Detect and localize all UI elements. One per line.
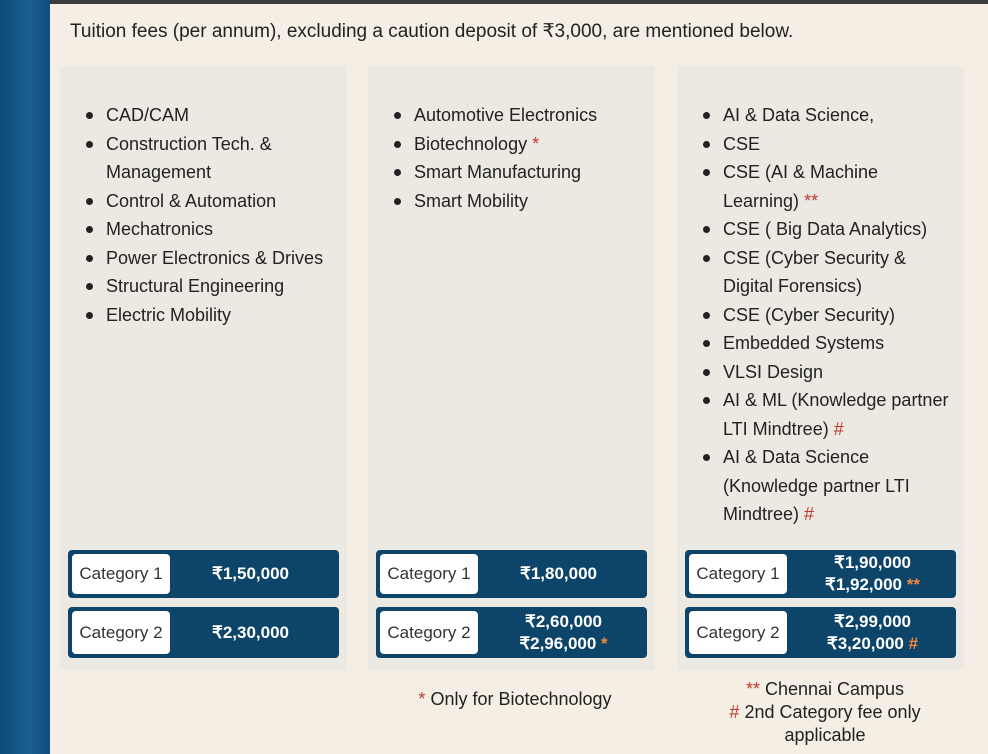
- note-chennai: ** Chennai Campus # 2nd Category fee onl…: [690, 678, 960, 747]
- fee-row-category-2: Category 2 ₹2,60,000 ₹2,96,000 *: [376, 607, 647, 658]
- fee-value: ₹2,30,000: [212, 622, 289, 642]
- program-item: Structural Engineering: [80, 272, 337, 301]
- fee-amounts: ₹2,30,000: [212, 607, 333, 658]
- fee-amount: ₹1,80,000: [520, 563, 597, 585]
- program-name: Biotechnology: [414, 133, 528, 154]
- program-name: Mechatronics: [106, 219, 214, 239]
- footnote-mark: **: [906, 575, 920, 594]
- program-item: Electric Mobility: [80, 301, 337, 330]
- program-item: AI & Data Science,: [697, 101, 954, 130]
- program-name: CAD/CAM: [106, 105, 190, 125]
- program-name: Power Electronics & Drives: [106, 247, 324, 268]
- footnote-mark: #: [804, 504, 815, 524]
- program-name: Control & Automation: [106, 190, 277, 211]
- note-second-category: # 2nd Category fee only applicable: [729, 702, 921, 745]
- note-chennai-line: ** Chennai Campus: [745, 679, 905, 699]
- fee-amount: ₹1,90,000: [834, 552, 911, 574]
- fee-amount: ₹3,20,000 #: [827, 633, 918, 655]
- fee-amounts: ₹1,80,000: [520, 550, 641, 598]
- program-name: Smart Mobility: [414, 190, 529, 211]
- program-name: CSE (AI & Machine Learning): [723, 162, 879, 211]
- fee-row-category-2: Category 2 ₹2,99,000 ₹3,20,000 #: [685, 607, 956, 658]
- fee-amount: ₹2,99,000: [834, 611, 911, 633]
- fee-value: ₹3,20,000: [826, 633, 904, 653]
- fee-row-category-1: Category 1 ₹1,90,000 ₹1,92,000 **: [685, 550, 956, 598]
- fee-value: ₹2,96,000: [519, 633, 597, 653]
- fee-amount: ₹2,30,000: [212, 622, 289, 644]
- footnote-mark: #: [908, 633, 919, 653]
- footnote-mark: **: [804, 190, 819, 211]
- program-item: CAD/CAM: [80, 101, 337, 130]
- program-item: CSE: [697, 130, 954, 159]
- program-name: CSE: [723, 133, 761, 154]
- program-list: AI & Data Science, CSE CSE (AI & Machine L…: [697, 101, 954, 529]
- program-item: Biotechnology *: [388, 130, 645, 159]
- program-card-2: Automotive Electronics Biotechnology * Sma…: [368, 66, 655, 670]
- fee-value: ₹2,99,000: [834, 611, 911, 631]
- fee-row-category-2: Category 2 ₹2,30,000: [68, 607, 339, 658]
- program-item: Mechatronics: [80, 215, 337, 244]
- program-list: CAD/CAM Construction Tech. & Management Co…: [80, 101, 337, 329]
- program-item: Embedded Systems: [697, 329, 954, 358]
- category-label: Category 2: [689, 611, 787, 654]
- program-name: Smart Manufacturing: [414, 162, 582, 182]
- program-item: CSE ( Big Data Analytics): [697, 215, 954, 244]
- program-card-3: AI & Data Science, CSE CSE (AI & Machine L…: [677, 66, 964, 670]
- note-biotechnology: * Only for Biotechnology: [418, 689, 612, 709]
- program-item: Smart Manufacturing: [388, 158, 645, 187]
- sidebar: [0, 0, 50, 754]
- fee-value: ₹1,50,000: [212, 564, 289, 583]
- fee-amounts: ₹1,50,000: [212, 550, 333, 598]
- category-label: Category 1: [689, 554, 787, 594]
- fee-amounts: ₹2,60,000 ₹2,96,000 *: [486, 607, 641, 658]
- fee-value: ₹1,92,000: [825, 575, 903, 594]
- top-bar: [50, 0, 988, 4]
- program-item: AI & Data Science (Knowledge partner LTI…: [697, 443, 954, 529]
- fee-value: ₹1,80,000: [520, 564, 597, 583]
- program-item: VLSI Design: [697, 358, 954, 387]
- program-name: VLSI Design: [723, 361, 824, 382]
- program-name: Electric Mobility: [106, 304, 232, 325]
- program-name: CSE (Cyber Security): [723, 304, 896, 325]
- program-item: Control & Automation: [80, 187, 337, 216]
- program-name: AI & ML (Knowledge partner LTI Mindtree): [723, 390, 949, 439]
- fee-value: ₹2,60,000: [525, 611, 602, 631]
- category-label: Category 2: [380, 611, 478, 654]
- program-name: CSE ( Big Data Analytics): [723, 219, 928, 239]
- program-name: Automotive Electronics: [414, 105, 598, 125]
- intro-text: Tuition fees (per annum), excluding a ca…: [70, 21, 794, 42]
- program-item: Smart Mobility: [388, 187, 645, 216]
- program-item: Power Electronics & Drives: [80, 244, 337, 273]
- program-item: Construction Tech. & Management: [80, 130, 337, 187]
- program-card-1: CAD/CAM Construction Tech. & Management Co…: [60, 66, 347, 670]
- program-list: Automotive Electronics Biotechnology * Sma…: [388, 101, 645, 215]
- program-item: Automotive Electronics: [388, 101, 645, 130]
- fee-amount: ₹2,60,000: [525, 611, 602, 633]
- footnote-mark: *: [532, 133, 540, 154]
- program-item: CSE (AI & Machine Learning) **: [697, 158, 954, 215]
- program-name: Construction Tech. & Management: [106, 133, 272, 183]
- program-name: Embedded Systems: [723, 333, 885, 353]
- footnote-mark: *: [601, 633, 608, 653]
- fee-amounts: ₹1,90,000 ₹1,92,000 **: [795, 550, 950, 598]
- fee-amount: ₹1,50,000: [212, 563, 289, 585]
- fee-amounts: ₹2,99,000 ₹3,20,000 #: [795, 607, 950, 658]
- category-label: Category 1: [72, 554, 170, 594]
- program-name: CSE (Cyber Security & Digital Forensics): [723, 247, 907, 297]
- fee-row-category-1: Category 1 ₹1,50,000: [68, 550, 339, 598]
- category-label: Category 2: [72, 611, 170, 654]
- program-name: AI & Data Science (Knowledge partner LTI…: [723, 447, 910, 524]
- program-name: AI & Data Science,: [723, 105, 875, 125]
- program-name: Structural Engineering: [106, 276, 285, 296]
- footnote-mark: #: [833, 418, 844, 439]
- fee-amount: ₹1,92,000 **: [825, 574, 920, 596]
- fee-amount: ₹2,96,000 *: [519, 633, 607, 655]
- category-label: Category 1: [380, 554, 478, 594]
- program-item: CSE (Cyber Security): [697, 301, 954, 330]
- fee-value: ₹1,90,000: [834, 553, 911, 572]
- program-item: AI & ML (Knowledge partner LTI Mindtree)…: [697, 386, 954, 443]
- program-item: CSE (Cyber Security & Digital Forensics): [697, 244, 954, 301]
- fee-row-category-1: Category 1 ₹1,80,000: [376, 550, 647, 598]
